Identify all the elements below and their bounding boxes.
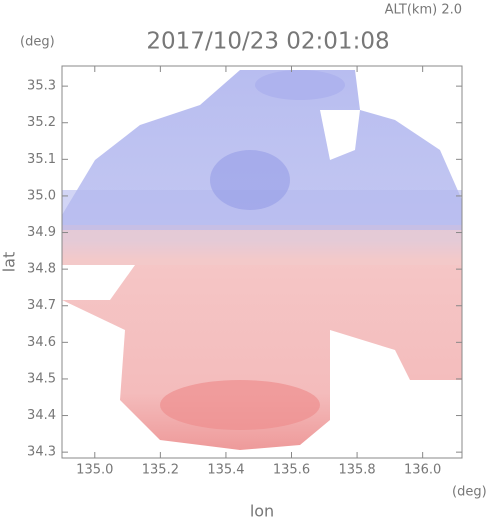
- y-tick-label: 35.2: [27, 115, 56, 130]
- y-tick-label: 34.5: [27, 371, 56, 386]
- y-tick-label: 35.0: [27, 188, 56, 203]
- y-tick-label: 34.8: [27, 262, 56, 277]
- x-unit: (deg): [452, 485, 487, 500]
- altitude-label: ALT(km) 2.0: [385, 3, 462, 18]
- x-tick-label: 135.4: [207, 463, 244, 478]
- y-tick-label: 34.4: [27, 408, 56, 423]
- x-tick-label: 135.2: [142, 463, 179, 478]
- y-tick-label: 34.7: [27, 298, 56, 313]
- x-tick-label: 136.0: [404, 463, 441, 478]
- y-unit: (deg): [20, 35, 55, 50]
- y-tick-label: 35.3: [27, 79, 56, 94]
- x-tick-label: 135.6: [273, 463, 310, 478]
- x-tick-label: 135.0: [76, 463, 113, 478]
- x-tick-label: 135.8: [338, 463, 375, 478]
- plot-frame: [61, 65, 463, 459]
- radar-field: [62, 70, 462, 450]
- y-tick-label: 34.6: [27, 335, 56, 350]
- y-tick-label: 35.1: [27, 152, 56, 167]
- y-axis-label: lat: [0, 252, 19, 273]
- chart-title: 2017/10/23 02:01:08: [146, 29, 389, 55]
- y-tick-label: 34.9: [27, 225, 56, 240]
- x-axis-label: lon: [250, 502, 274, 521]
- y-tick-label: 34.3: [27, 445, 56, 460]
